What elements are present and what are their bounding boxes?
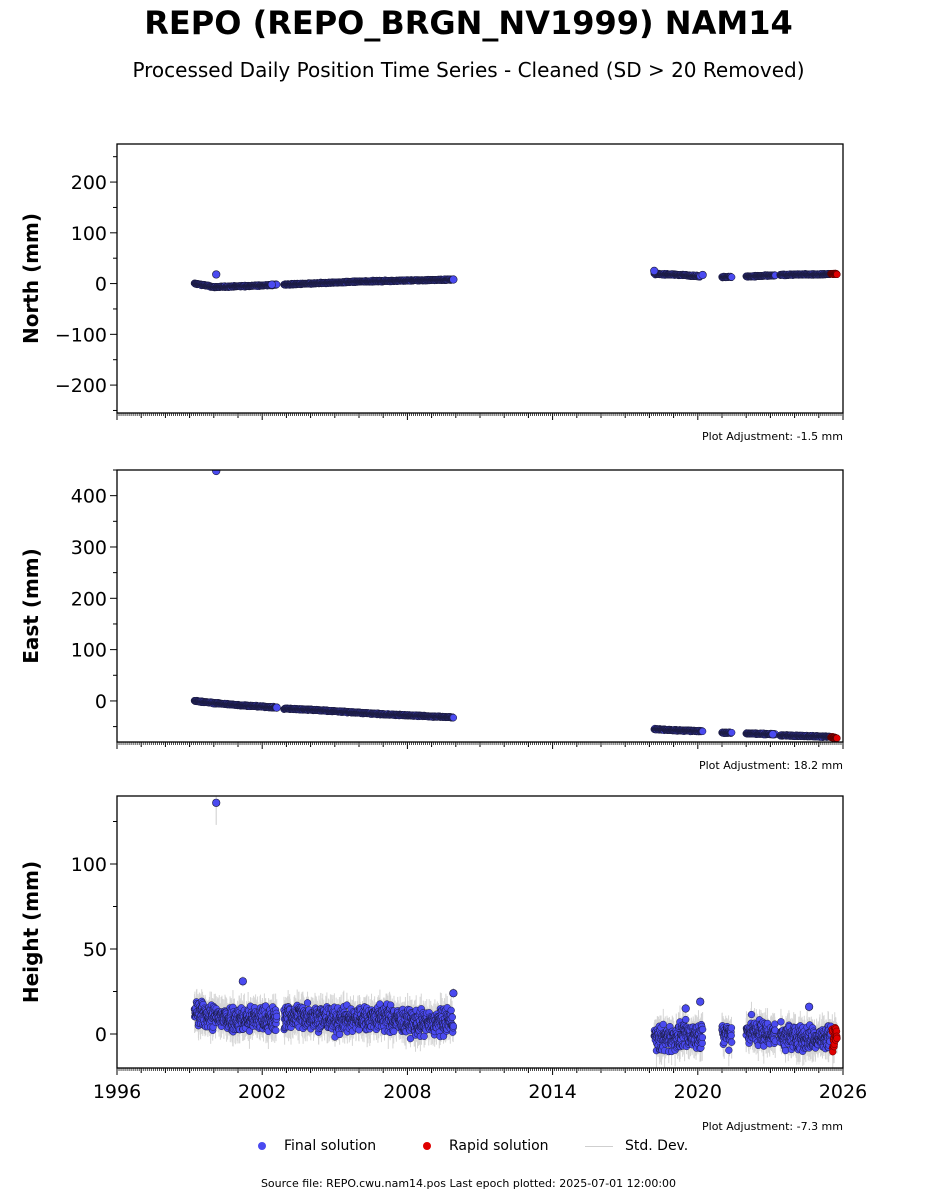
rapid-point — [833, 270, 841, 279]
outlier-point — [698, 270, 707, 280]
y-tick-label: −200 — [55, 375, 107, 397]
panel-0: −200 −100 0 100 200 North (mm) Plot Adjustment… — [19, 143, 844, 443]
y-axis-label: North (mm) — [19, 213, 43, 344]
y-tick-label: 100 — [71, 223, 107, 245]
page-title: REPO (REPO_BRGN_NV1999) NAM14 — [144, 4, 793, 42]
plot-area — [190, 470, 841, 742]
plot-adjustment-label: Plot Adjustment: -1.5 mm — [702, 430, 843, 443]
page-subtitle: Processed Daily Position Time Series - C… — [132, 58, 805, 82]
outlier-point — [650, 266, 659, 275]
outlier-point — [212, 270, 221, 279]
final-point — [728, 273, 736, 281]
outlier-point — [449, 275, 458, 284]
data-points — [190, 266, 841, 292]
y-tick-label: 200 — [71, 172, 107, 194]
outlier-point — [267, 280, 276, 289]
y-tick-label: −100 — [55, 324, 107, 346]
y-tick-label: 0 — [95, 274, 107, 296]
plot-area — [190, 266, 841, 292]
